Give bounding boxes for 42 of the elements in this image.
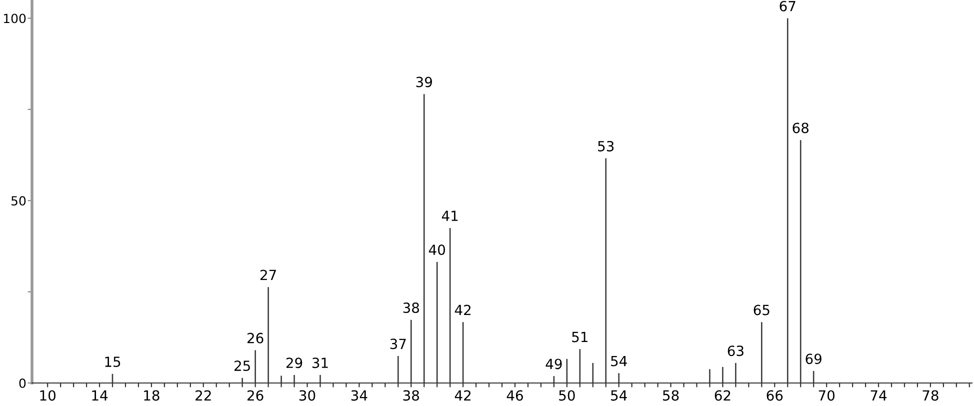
x-tick-label: 22 [196, 390, 211, 400]
x-tick-label: 26 [247, 390, 264, 401]
x-tick-label: 30 [299, 390, 316, 401]
annotation: 27 [260, 270, 276, 280]
y-tick-label: 100 [4, 14, 26, 24]
y-tick-label: 50 [12, 196, 26, 206]
annotation: 38 [403, 302, 419, 314]
x-tick-label: 74 [870, 390, 887, 400]
x-tick-label: 34 [351, 390, 368, 401]
annotation: 67 [780, 0, 796, 12]
annotation: 63 [728, 346, 744, 356]
x-tick-label: 10 [40, 390, 56, 401]
annotation: 15 [105, 356, 120, 368]
x-tick-label: 66 [766, 390, 783, 401]
annotation: 40 [428, 244, 445, 256]
x-tick-label: 38 [403, 390, 419, 401]
x-tick-label: 50 [559, 390, 575, 401]
annotation: 54 [611, 356, 627, 366]
annotation: 26 [247, 332, 264, 344]
x-tick-label: 14 [92, 390, 108, 400]
annotation: 65 [754, 304, 770, 316]
annotation: 31 [312, 358, 328, 368]
annotation: 29 [286, 358, 302, 368]
x-tick-label: 42 [454, 390, 470, 400]
x-tick-label: 78 [922, 390, 938, 401]
annotation: 69 [806, 354, 822, 364]
x-tick-label: 58 [663, 390, 679, 401]
annotation: 53 [598, 140, 614, 152]
annotation: 42 [454, 304, 470, 316]
x-tick-label: 54 [611, 390, 627, 401]
annotation: 68 [792, 122, 809, 134]
x-tick-label: 70 [818, 390, 834, 401]
annotation: 49 [546, 358, 562, 370]
annotation: 39 [416, 76, 432, 88]
annotation: 51 [572, 332, 588, 342]
y-tick-label: 0 [19, 378, 26, 388]
annotation: 37 [390, 338, 406, 350]
annotation: 25 [234, 360, 250, 372]
annotation: 41 [442, 210, 458, 221]
x-tick-label: 46 [506, 390, 523, 401]
x-tick-label: 62 [714, 390, 730, 401]
x-tick-label: 18 [144, 390, 160, 401]
